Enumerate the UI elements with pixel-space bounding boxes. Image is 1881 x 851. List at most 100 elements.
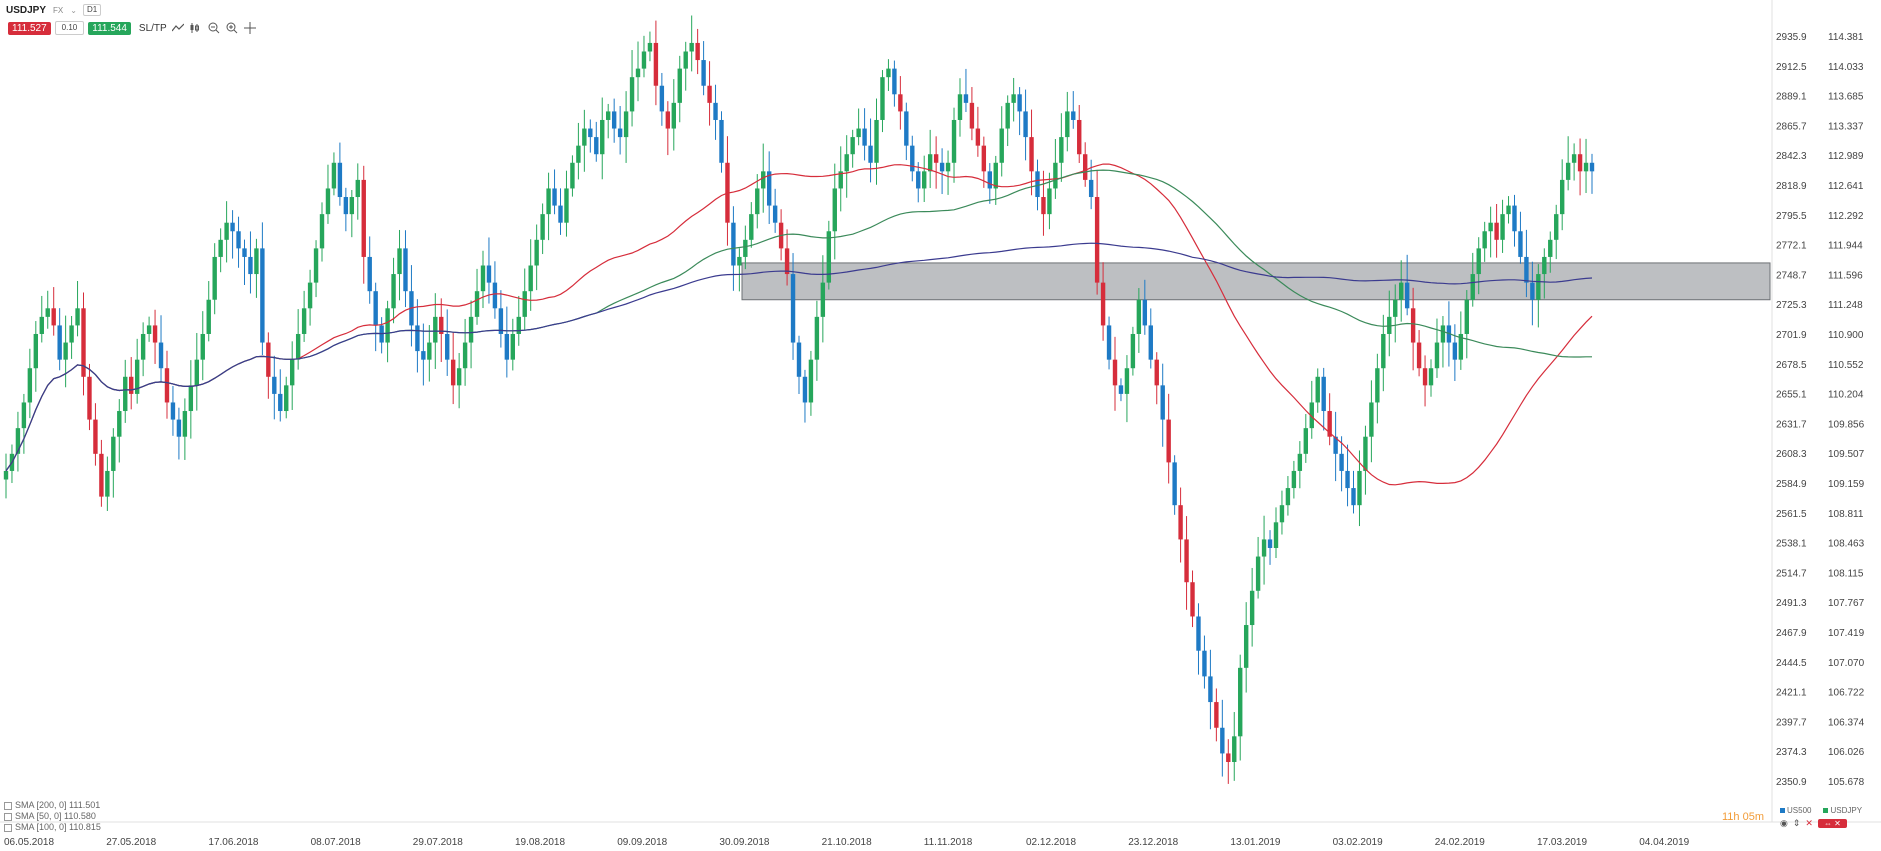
candle (504, 306, 510, 378)
buy-button[interactable]: 111.544 (88, 21, 131, 35)
candle (677, 55, 682, 123)
candle (439, 298, 444, 363)
candle (1309, 380, 1314, 439)
candle (1232, 712, 1237, 781)
candle (570, 155, 575, 197)
candle (272, 355, 277, 420)
candle (1583, 138, 1589, 194)
candle (635, 41, 641, 102)
candle (1136, 288, 1142, 353)
candle (1214, 688, 1219, 742)
left-axis-tick: 2467.9 (1776, 628, 1807, 639)
candle (1464, 290, 1469, 359)
lot-size-input[interactable]: 0.10 (54, 21, 85, 35)
candle (1184, 516, 1189, 610)
left-axis-tick: 2912.5 (1776, 62, 1807, 73)
candle (719, 111, 724, 173)
sltp-button[interactable]: SL/TP (138, 22, 167, 34)
candle (540, 203, 545, 255)
eye-icon[interactable]: ◉ (1780, 818, 1788, 828)
candle (969, 87, 975, 141)
candle (403, 230, 408, 308)
candle (1458, 311, 1464, 370)
reorder-icon[interactable]: ⇕ (1792, 818, 1801, 828)
candle (21, 393, 27, 454)
candle (927, 129, 933, 189)
candle (1530, 261, 1535, 326)
left-axis-tick: 2350.9 (1776, 777, 1807, 788)
right-axis-tick: 107.070 (1828, 658, 1865, 669)
candle (1589, 153, 1595, 194)
candle (874, 98, 879, 185)
candle (450, 331, 456, 405)
checkbox-icon[interactable] (4, 801, 12, 810)
symbol-label[interactable]: USDJPY (6, 4, 47, 16)
candle (361, 165, 366, 284)
candle (1387, 290, 1392, 357)
x-axis-tick: 21.10.2018 (822, 837, 872, 848)
candle (200, 311, 205, 381)
candle (123, 359, 128, 423)
candle (284, 376, 289, 419)
candle (606, 103, 611, 139)
candle (1267, 530, 1273, 565)
candles-icon[interactable] (189, 21, 203, 35)
remove-instrument-button[interactable]: ⇔ ✕ (1817, 819, 1847, 828)
candle (856, 108, 861, 146)
left-axis-tick: 2748.7 (1776, 270, 1807, 281)
candle (212, 243, 217, 315)
x-axis-tick: 09.09.2018 (617, 837, 667, 848)
sell-button[interactable]: 111.527 (8, 21, 51, 35)
crosshair-icon[interactable] (243, 21, 257, 35)
left-axis-tick: 2842.3 (1776, 151, 1807, 162)
candle (611, 98, 617, 143)
candle (1333, 411, 1338, 482)
candle (1482, 221, 1487, 262)
right-axis-tick: 109.159 (1828, 479, 1865, 490)
checkbox-icon[interactable] (4, 812, 12, 821)
candle (93, 403, 98, 466)
candle (868, 118, 873, 183)
candle (916, 162, 921, 203)
instrument-usdjpy[interactable]: USDJPY (1823, 806, 1862, 815)
left-axis-tick: 2701.9 (1776, 330, 1807, 341)
line-chart-icon[interactable] (171, 21, 185, 35)
candle (1124, 355, 1130, 423)
candle (236, 216, 241, 268)
candle (1422, 355, 1428, 407)
close-icon[interactable]: ✕ (1805, 818, 1813, 828)
left-axis-tick: 2374.3 (1776, 747, 1807, 758)
left-axis-tick: 2818.9 (1776, 181, 1807, 192)
candle (701, 41, 706, 96)
candle (814, 300, 820, 381)
zoom-in-icon[interactable] (225, 21, 239, 35)
candle (27, 348, 33, 419)
sma200-line (5, 242, 1593, 472)
candle (850, 129, 855, 168)
candle (1059, 113, 1064, 182)
right-axis-tick: 112.292 (1828, 211, 1864, 222)
interval-select[interactable]: D1 (82, 4, 102, 16)
candle (1315, 368, 1320, 413)
candle (480, 250, 486, 309)
zoom-out-icon[interactable] (207, 21, 221, 35)
candle (117, 399, 122, 463)
legend-item-sma200[interactable]: SMA [200, 0] 111.501 (4, 800, 101, 811)
checkbox-icon[interactable] (4, 823, 12, 832)
candle (1291, 460, 1297, 499)
candle (617, 106, 623, 155)
candle (1494, 203, 1499, 258)
candle (576, 122, 581, 180)
legend-item-sma50[interactable]: SMA [50, 0] 110.580 (4, 811, 101, 822)
instrument-us500[interactable]: US500 (1780, 806, 1811, 815)
candle (182, 398, 188, 460)
chevron-down-icon[interactable]: ⌄ (70, 5, 77, 15)
candlestick-series (3, 15, 1595, 784)
candle (1297, 441, 1303, 489)
legend-item-sma100[interactable]: SMA [100, 0] 110.815 (4, 822, 101, 833)
candle (880, 70, 885, 133)
candle (379, 317, 384, 354)
candle (1536, 264, 1541, 328)
candle (629, 50, 635, 127)
